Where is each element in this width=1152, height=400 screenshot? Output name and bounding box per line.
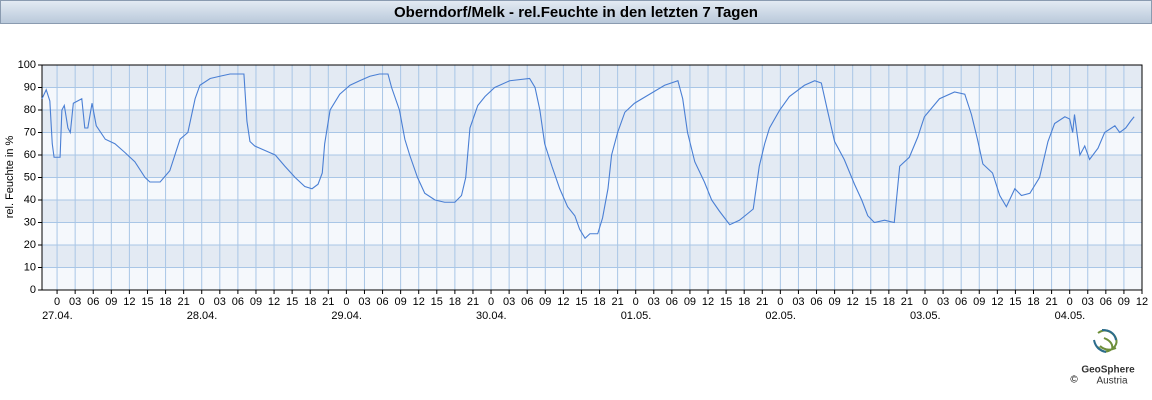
x-tick-label: 09 [250, 296, 262, 308]
plot-frame [41, 64, 1143, 291]
band [42, 245, 1142, 268]
date-label: 28.04. [187, 310, 218, 322]
x-tick-label: 0 [343, 296, 349, 308]
x-tick-label: 03 [648, 296, 660, 308]
x-tick-label: 0 [1067, 296, 1073, 308]
x-tick-label: 0 [488, 296, 494, 308]
x-tick-label: 12 [847, 296, 859, 308]
logo-icon [1093, 329, 1117, 353]
x-tick-label: 09 [973, 296, 985, 308]
x-tick-label: 06 [1100, 296, 1112, 308]
x-tick-label: 03 [214, 296, 226, 308]
x-tick-label: 18 [738, 296, 750, 308]
x-tick-label: 06 [232, 296, 244, 308]
x-tick-label: 0 [54, 296, 60, 308]
x-tick-label: 0 [633, 296, 639, 308]
x-tick-label: 15 [575, 296, 587, 308]
x-tick-label: 03 [358, 296, 370, 308]
x-tick-label: 21 [322, 296, 334, 308]
y-tick-label: 70 [24, 126, 36, 138]
x-tick-label: 18 [1027, 296, 1039, 308]
band [42, 155, 1142, 178]
chart-title: Oberndorf/Melk - rel.Feuchte in den letz… [394, 4, 758, 21]
y-tick-label: 90 [24, 81, 36, 93]
y-axis-title: rel. Feuchte in % [4, 136, 16, 219]
x-tick-label: 06 [666, 296, 678, 308]
date-label: 29.04. [331, 310, 362, 322]
x-tick-label: 15 [286, 296, 298, 308]
x-tick-label: 06 [810, 296, 822, 308]
x-tick-label: 09 [828, 296, 840, 308]
copyright: © [1070, 375, 1078, 386]
date-label: 03.05. [910, 310, 941, 322]
x-tick-label: 15 [431, 296, 443, 308]
date-label: 30.04. [476, 310, 507, 322]
x-tick-label: 0 [777, 296, 783, 308]
date-label: 01.05. [621, 310, 652, 322]
x-tick-label: 03 [792, 296, 804, 308]
y-tick-label: 0 [30, 284, 36, 296]
x-tick-label: 06 [955, 296, 967, 308]
x-tick-label: 12 [413, 296, 425, 308]
x-tick-label: 12 [123, 296, 135, 308]
x-tick-label: 18 [593, 296, 605, 308]
x-tick-label: 0 [199, 296, 205, 308]
x-tick-label: 21 [178, 296, 190, 308]
y-tick-label: 20 [24, 239, 36, 251]
y-tick-label: 60 [24, 149, 36, 161]
x-tick-label: 15 [141, 296, 153, 308]
x-tick-label: 09 [539, 296, 551, 308]
y-tick-label: 80 [24, 104, 36, 116]
x-tick-label: 21 [467, 296, 479, 308]
x-tick-label: 09 [395, 296, 407, 308]
logo: GeoSphere Austria © [1070, 329, 1135, 387]
x-tick-label: 18 [159, 296, 171, 308]
x-tick-label: 15 [865, 296, 877, 308]
x-tick-label: 18 [304, 296, 316, 308]
x-tick-label: 12 [268, 296, 280, 308]
date-label: 27.04. [42, 310, 73, 322]
band [42, 110, 1142, 133]
band [42, 200, 1142, 223]
x-tick-label: 15 [720, 296, 732, 308]
logo-name: GeoSphere [1081, 365, 1135, 376]
x-tick-label: 03 [1082, 296, 1094, 308]
x-tick-label: 06 [521, 296, 533, 308]
x-tick-label: 09 [1118, 296, 1130, 308]
x-tick-label: 12 [1136, 296, 1148, 308]
x-tick-label: 12 [557, 296, 569, 308]
x-tick-label: 12 [702, 296, 714, 308]
x-tick-label: 21 [1045, 296, 1057, 308]
x-tick-label: 03 [503, 296, 515, 308]
y-tick-label: 10 [24, 261, 36, 273]
x-tick-label: 09 [105, 296, 117, 308]
x-tick-label: 03 [69, 296, 81, 308]
x-tick-label: 21 [756, 296, 768, 308]
x-tick-label: 21 [611, 296, 623, 308]
x-tick-label: 09 [684, 296, 696, 308]
x-tick-label: 15 [1009, 296, 1021, 308]
x-tick-label: 0 [922, 296, 928, 308]
x-tick-label: 12 [991, 296, 1003, 308]
band [42, 65, 1142, 88]
date-label: 04.05. [1055, 310, 1086, 322]
x-tick-label: 18 [883, 296, 895, 308]
data-line [41, 73, 1135, 240]
x-tick-label: 06 [376, 296, 388, 308]
logo-sub: Austria [1096, 376, 1128, 387]
x-tick-label: 03 [937, 296, 949, 308]
y-tick-label: 50 [24, 171, 36, 183]
date-label: 02.05. [765, 310, 796, 322]
y-tick-label: 30 [24, 216, 36, 228]
x-tick-label: 06 [87, 296, 99, 308]
x-tick-label: 21 [901, 296, 913, 308]
y-tick-label: 100 [18, 59, 36, 71]
x-tick-label: 18 [449, 296, 461, 308]
y-tick-label: 40 [24, 194, 36, 206]
